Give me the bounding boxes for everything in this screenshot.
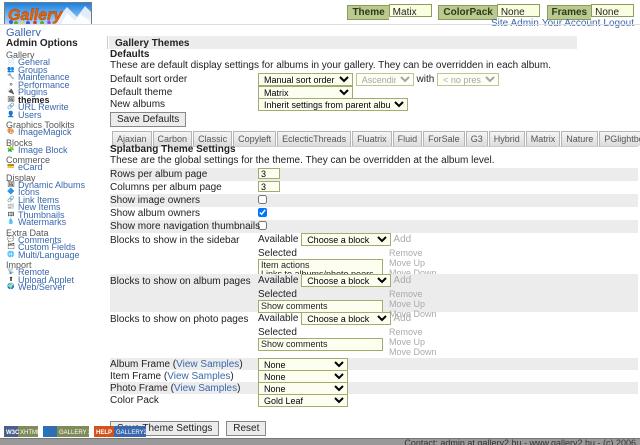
svg-text:W3C: W3C xyxy=(6,430,20,436)
svg-text:GALLERY2: GALLERY2 xyxy=(116,430,146,436)
svg-text:👤: 👤 xyxy=(44,429,50,436)
svg-text:XHTML 1.0: XHTML 1.0 xyxy=(20,430,38,436)
svg-text:GALLERY 2: GALLERY 2 xyxy=(59,430,89,436)
svg-text:HELP: HELP xyxy=(96,430,112,436)
